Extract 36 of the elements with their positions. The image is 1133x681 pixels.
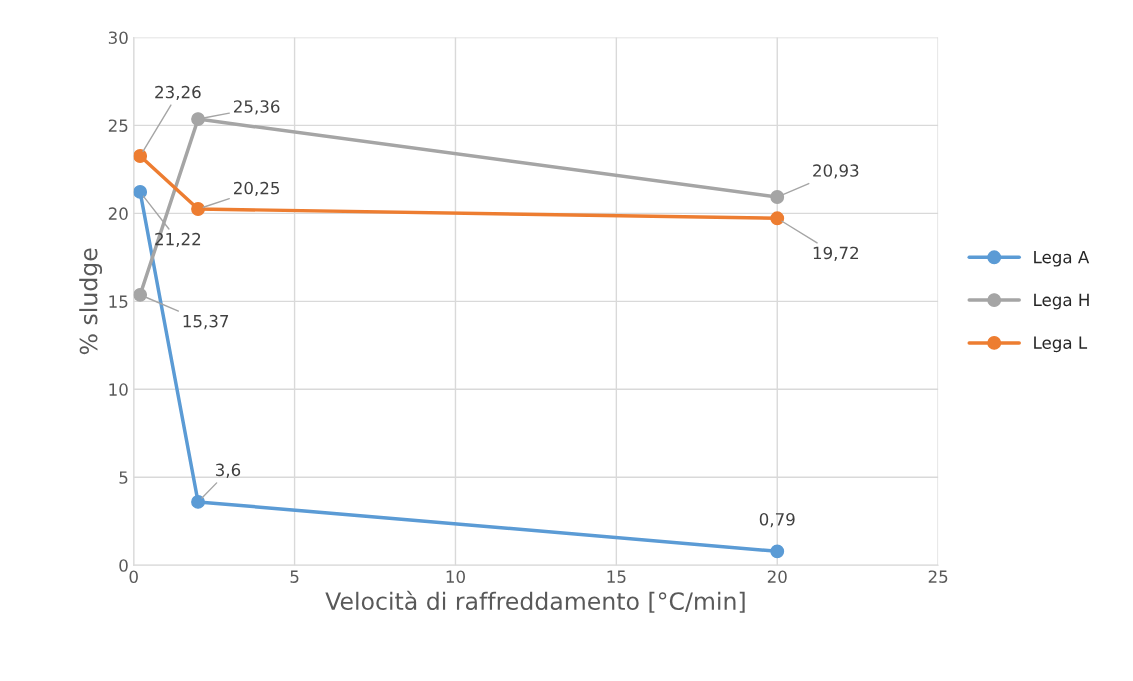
legend-label: Lega H — [1034, 293, 1089, 310]
point — [191, 202, 205, 216]
x-tick-label: 5 — [290, 570, 299, 583]
point — [133, 184, 148, 199]
y-tick-label: 20 — [108, 207, 128, 220]
data-label: 20,93 — [813, 164, 859, 179]
y-tick-label: 15 — [109, 295, 128, 308]
data-label: 15,37 — [183, 314, 229, 330]
data-label: 21,22 — [155, 232, 201, 248]
y-tick-label: 25 — [108, 119, 128, 132]
point — [770, 211, 785, 226]
x-tick-label: 0 — [129, 570, 138, 583]
x-tick-label: 20 — [767, 570, 787, 583]
point — [770, 190, 785, 204]
data-label: 23,26 — [155, 85, 201, 101]
point — [191, 112, 205, 127]
y-tick-label: 30 — [108, 31, 128, 45]
point — [133, 287, 148, 302]
point — [191, 494, 205, 509]
x-tick-label: 15 — [607, 570, 626, 583]
data-label: 20,25 — [233, 181, 280, 197]
point — [770, 544, 785, 559]
y-axis-title: % sludge — [79, 248, 103, 355]
y-tick-label: 5 — [119, 471, 128, 484]
x-tick-label: 10 — [446, 570, 465, 583]
data-label: 25,36 — [233, 100, 280, 115]
x-tick-label: 25 — [928, 570, 948, 583]
data-label: 19,72 — [813, 246, 858, 261]
legend-label: Lega A — [1034, 250, 1090, 267]
point — [133, 149, 148, 163]
legend-label: Lega L — [1034, 336, 1088, 353]
data-label: 0,79 — [759, 513, 795, 528]
y-tick-label: 0 — [119, 559, 128, 572]
y-tick-label: 10 — [109, 383, 128, 396]
data-label: 3,6 — [215, 463, 241, 478]
x-axis-title: Velocità di raffreddamento [°C/min] — [325, 590, 745, 613]
